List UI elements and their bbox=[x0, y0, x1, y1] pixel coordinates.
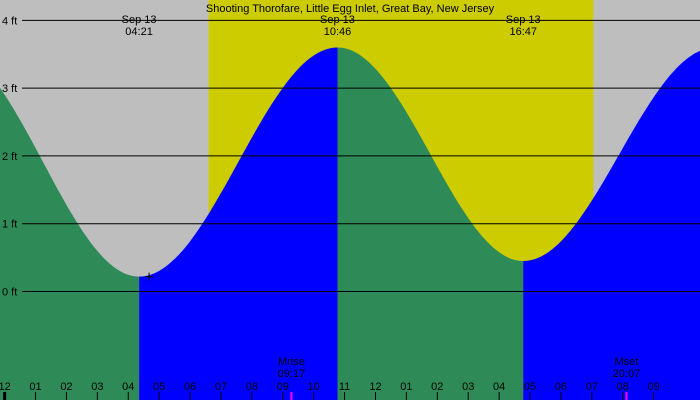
y-tick-label: 3 ft bbox=[2, 83, 17, 95]
extreme-time-label: 04:21 bbox=[125, 26, 153, 38]
y-tick-label: 0 ft bbox=[2, 287, 17, 299]
moon-event-label: Mrise bbox=[278, 356, 305, 368]
y-axis-labels: 0 ft 1 ft 2 ft 3 ft 4 ft bbox=[2, 15, 17, 298]
x-tick-label: 09 bbox=[648, 381, 660, 393]
x-tick-label: 07 bbox=[215, 381, 227, 393]
x-tick-label: 01 bbox=[400, 381, 412, 393]
x-tick-label: 12 bbox=[0, 381, 11, 393]
falling-tide-area bbox=[0, 87, 140, 400]
x-tick-label: 12 bbox=[369, 381, 381, 393]
x-tick-label: 04 bbox=[122, 381, 134, 393]
chart-title: Shooting Thorofare, Little Egg Inlet, Gr… bbox=[206, 3, 495, 15]
y-tick-label: 1 ft bbox=[2, 219, 17, 231]
x-tick-label: 06 bbox=[184, 381, 196, 393]
x-tick-label: 06 bbox=[555, 381, 567, 393]
low-tide-marker bbox=[145, 272, 154, 281]
x-tick-label: 07 bbox=[586, 381, 598, 393]
moon-event-time: 09:17 bbox=[278, 368, 306, 380]
x-tick-label: 04 bbox=[493, 381, 505, 393]
y-tick-label: 4 ft bbox=[2, 15, 17, 27]
rising-tide-area bbox=[523, 50, 700, 400]
x-tick-label: 05 bbox=[524, 381, 536, 393]
extreme-time-label: 10:46 bbox=[324, 26, 352, 38]
extreme-date-label: Sep 13 bbox=[506, 14, 541, 26]
moon-event-label: Mset bbox=[615, 356, 639, 368]
y-tick-label: 2 ft bbox=[2, 151, 17, 163]
extreme-date-label: Sep 13 bbox=[320, 14, 355, 26]
x-tick-label: 05 bbox=[153, 381, 165, 393]
extreme-date-label: Sep 13 bbox=[122, 14, 157, 26]
x-tick-label: 03 bbox=[91, 381, 103, 393]
x-tick-label: 02 bbox=[60, 381, 72, 393]
x-tick-label: 02 bbox=[431, 381, 443, 393]
height-gridlines bbox=[22, 19, 700, 293]
x-tick-label: 09 bbox=[277, 381, 289, 393]
moon-event-time: 20:07 bbox=[613, 368, 641, 380]
x-tick-label: 08 bbox=[246, 381, 258, 393]
x-tick-label: 10 bbox=[308, 381, 320, 393]
x-tick-label: 08 bbox=[617, 381, 629, 393]
x-tick-label: 11 bbox=[339, 381, 350, 393]
x-tick-label: 03 bbox=[462, 381, 474, 393]
x-tick-label: 01 bbox=[29, 381, 41, 393]
extreme-time-label: 16:47 bbox=[509, 26, 537, 38]
x-axis: 12 01 02 03 04 05 06 07 08 09 10 11 12 01 02 03 04 05 06 07… bbox=[0, 381, 660, 400]
